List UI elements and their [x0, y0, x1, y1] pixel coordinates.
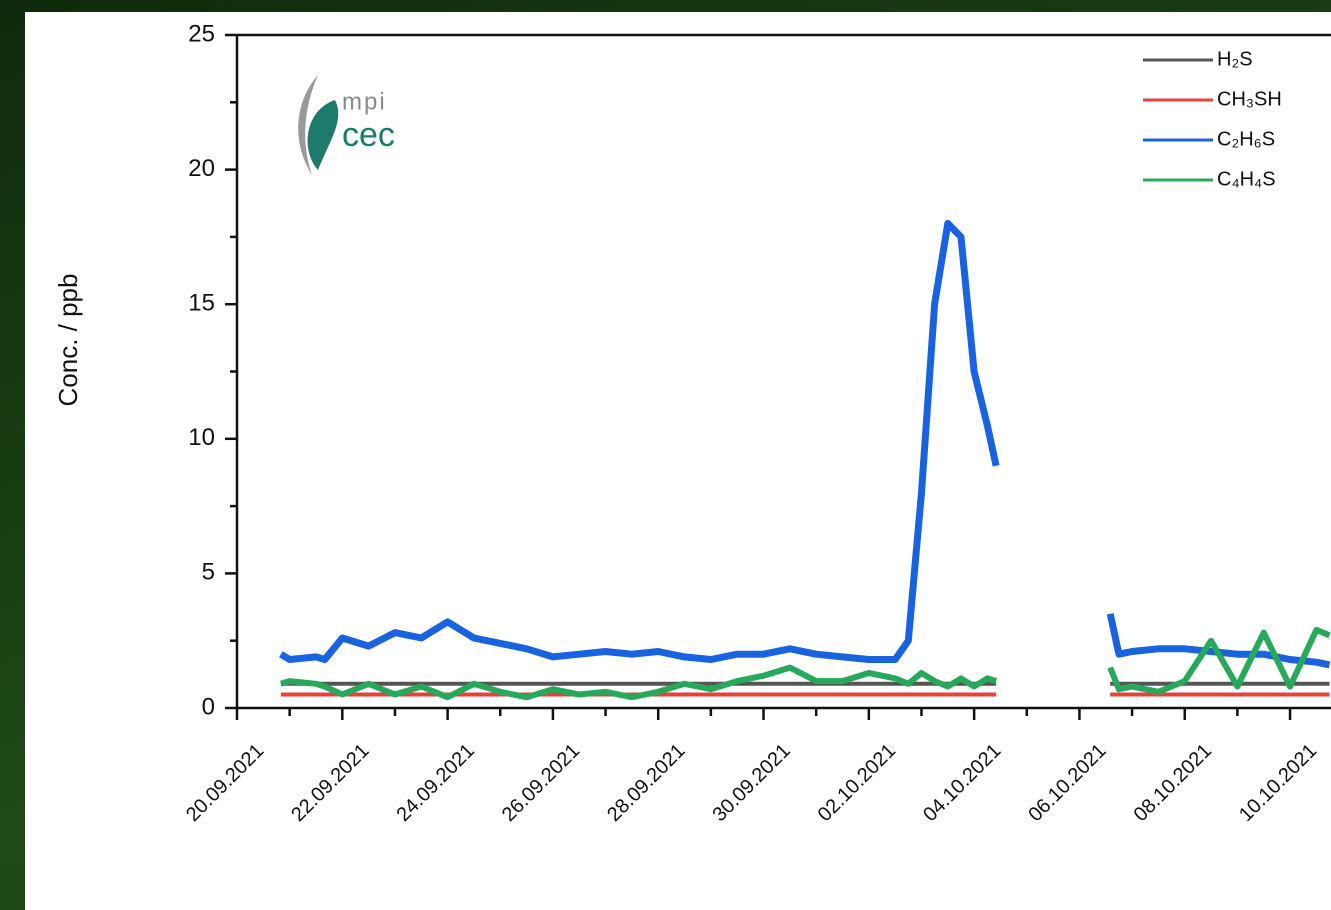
logo-text: cec — [342, 116, 395, 154]
y-axis-label: Conc. / ppb — [53, 274, 83, 407]
logo-text: mpi — [342, 88, 387, 115]
y-tick-label: 5 — [202, 559, 215, 586]
y-tick-label: 0 — [202, 693, 215, 720]
legend-label: C₄H₄S — [1217, 168, 1276, 190]
logo: mpi cec — [298, 75, 395, 175]
series-line — [280, 626, 1331, 701]
legend-label: H₂S — [1217, 48, 1253, 70]
legend-label: CH₃SH — [1217, 88, 1282, 110]
legend-label: C₂H₆S — [1217, 128, 1275, 150]
logo-leaf — [307, 100, 339, 170]
y-tick-label: 25 — [188, 20, 215, 47]
y-tick-label: 10 — [188, 424, 215, 451]
y-tick-label: 15 — [188, 290, 215, 317]
series-line — [279, 219, 1331, 669]
y-tick-label: 20 — [188, 155, 215, 182]
chart-panel — [25, 12, 1331, 910]
logo-leaf — [298, 75, 318, 175]
